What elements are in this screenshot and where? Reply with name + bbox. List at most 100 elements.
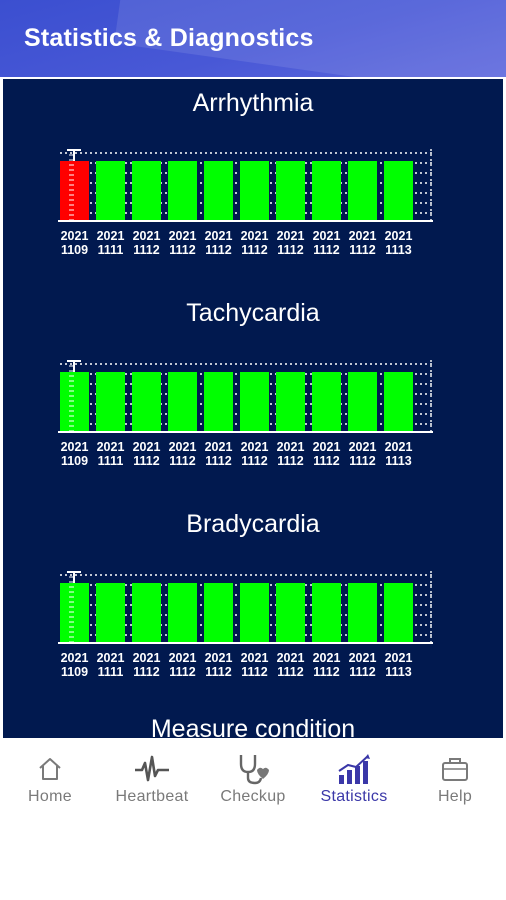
tick-label-year: 2021: [277, 651, 305, 665]
tick-label-year: 2021: [385, 440, 413, 454]
tick-label-date: 1112: [349, 243, 375, 257]
bar: [312, 161, 341, 221]
nav-item-checkup[interactable]: Checkup: [203, 738, 303, 818]
section-title-tachycardia: Tachycardia: [186, 299, 320, 327]
nav-item-help[interactable]: Help: [405, 738, 505, 818]
home-icon: [36, 752, 64, 786]
bar: [96, 372, 125, 432]
bar: [60, 583, 89, 643]
bar: [384, 583, 413, 643]
nav-item-home[interactable]: Home: [0, 738, 100, 818]
tick-label-date: 1109: [61, 665, 88, 679]
tick-label-date: 1112: [205, 243, 231, 257]
bar: [96, 161, 125, 221]
nav-item-statistics[interactable]: Statistics: [304, 738, 404, 818]
bar: [204, 583, 233, 643]
tick-label-year: 2021: [241, 651, 269, 665]
tick-label-date: 1111: [98, 665, 124, 679]
bar: [240, 161, 269, 221]
bar: [348, 161, 377, 221]
nav-label-heartbeat: Heartbeat: [115, 788, 189, 805]
tick-label-year: 2021: [61, 440, 89, 454]
tick-label-year: 2021: [313, 229, 341, 243]
bar: [348, 372, 377, 432]
tick-label-date: 1109: [61, 454, 88, 468]
tick-label-year: 2021: [97, 651, 125, 665]
bar: [348, 583, 377, 643]
bar: [132, 583, 161, 643]
nav-item-heartbeat[interactable]: Heartbeat: [102, 738, 202, 818]
heartbeat-icon: [134, 752, 170, 786]
tick-label-date: 1112: [133, 243, 159, 257]
bar: [312, 583, 341, 643]
tachycardia-chart: 2021110920211111202111122021111220211112…: [58, 360, 433, 468]
tick-label-date: 1112: [169, 454, 195, 468]
tick-label-date: 1112: [277, 454, 303, 468]
bar: [168, 372, 197, 432]
app-bar: Statistics & Diagnostics: [0, 0, 506, 77]
nav-label-home: Home: [28, 788, 72, 805]
bar: [384, 372, 413, 432]
tick-label-date: 1113: [385, 454, 411, 468]
tick-label-date: 1112: [241, 665, 267, 679]
tick-label-year: 2021: [277, 229, 305, 243]
tick-label-year: 2021: [349, 440, 377, 454]
bar: [132, 372, 161, 432]
nav-label-checkup: Checkup: [220, 788, 286, 805]
tick-label-date: 1112: [133, 665, 159, 679]
tick-label-date: 1112: [169, 665, 195, 679]
bar: [312, 372, 341, 432]
section-title-arrhythmia: Arrhythmia: [192, 89, 314, 117]
tick-label-date: 1112: [277, 665, 303, 679]
bar: [96, 583, 125, 643]
tick-label-year: 2021: [313, 440, 341, 454]
tick-label-year: 2021: [133, 651, 161, 665]
section-title-bradycardia: Bradycardia: [186, 510, 320, 538]
tick-label-year: 2021: [385, 229, 413, 243]
stethoscope-icon: [235, 752, 271, 786]
tick-label-year: 2021: [205, 229, 233, 243]
bar: [168, 583, 197, 643]
statistics-panel[interactable]: Arrhythmia 2021 1109 2021 1111 2021 1112 2021 1…: [3, 79, 503, 738]
tick-label-date: 1111: [98, 454, 124, 468]
tick-label-date: 1113: [385, 665, 411, 679]
bradycardia-chart: 2021110920211111202111122021111220211112…: [58, 571, 433, 679]
bottom-navigation: Home Heartbeat Checkup Statistics Help: [0, 738, 506, 818]
tick-label-year: 2021: [97, 440, 125, 454]
tick-label-date: 1112: [313, 665, 339, 679]
tick-label-year: 2021: [205, 440, 233, 454]
bar: [60, 161, 89, 221]
tick-label-year: 2021: [169, 440, 197, 454]
bar: [168, 161, 197, 221]
nav-label-help: Help: [437, 788, 473, 805]
tick-label-year: 2021: [241, 440, 269, 454]
briefcase-icon: [440, 752, 470, 786]
tick-label-year: 2021: [61, 651, 89, 665]
tick-label-date: 1112: [169, 243, 195, 257]
tick-label-year: 2021: [97, 229, 125, 243]
tick-label-year: 2021: [169, 651, 197, 665]
tick-label-year: 2021: [61, 229, 89, 243]
section-title-measure-condition: Measure condition: [150, 715, 356, 738]
bar: [204, 372, 233, 432]
tick-label-year: 2021: [349, 651, 377, 665]
tick-label-year: 2021: [313, 651, 341, 665]
tick-label-year: 2021: [349, 229, 377, 243]
bar: [384, 161, 413, 221]
bar: [276, 583, 305, 643]
tick-label-date: 1112: [241, 454, 267, 468]
tick-label-year: 2021: [241, 229, 269, 243]
bar: [240, 372, 269, 432]
tick-label-date: 1112: [277, 243, 303, 257]
bar: [276, 161, 305, 221]
tick-label-date: 1112: [313, 454, 339, 468]
tick-label-year: 2021: [133, 440, 161, 454]
bar: [204, 161, 233, 221]
tick-label-date: 1112: [205, 454, 231, 468]
statistics-icon: [336, 752, 372, 786]
tick-label-date: 1109: [61, 243, 88, 257]
tick-label-date: 1112: [133, 454, 159, 468]
nav-label-statistics: Statistics: [320, 788, 388, 805]
tick-label-year: 2021: [385, 651, 413, 665]
tick-label-year: 2021: [277, 440, 305, 454]
